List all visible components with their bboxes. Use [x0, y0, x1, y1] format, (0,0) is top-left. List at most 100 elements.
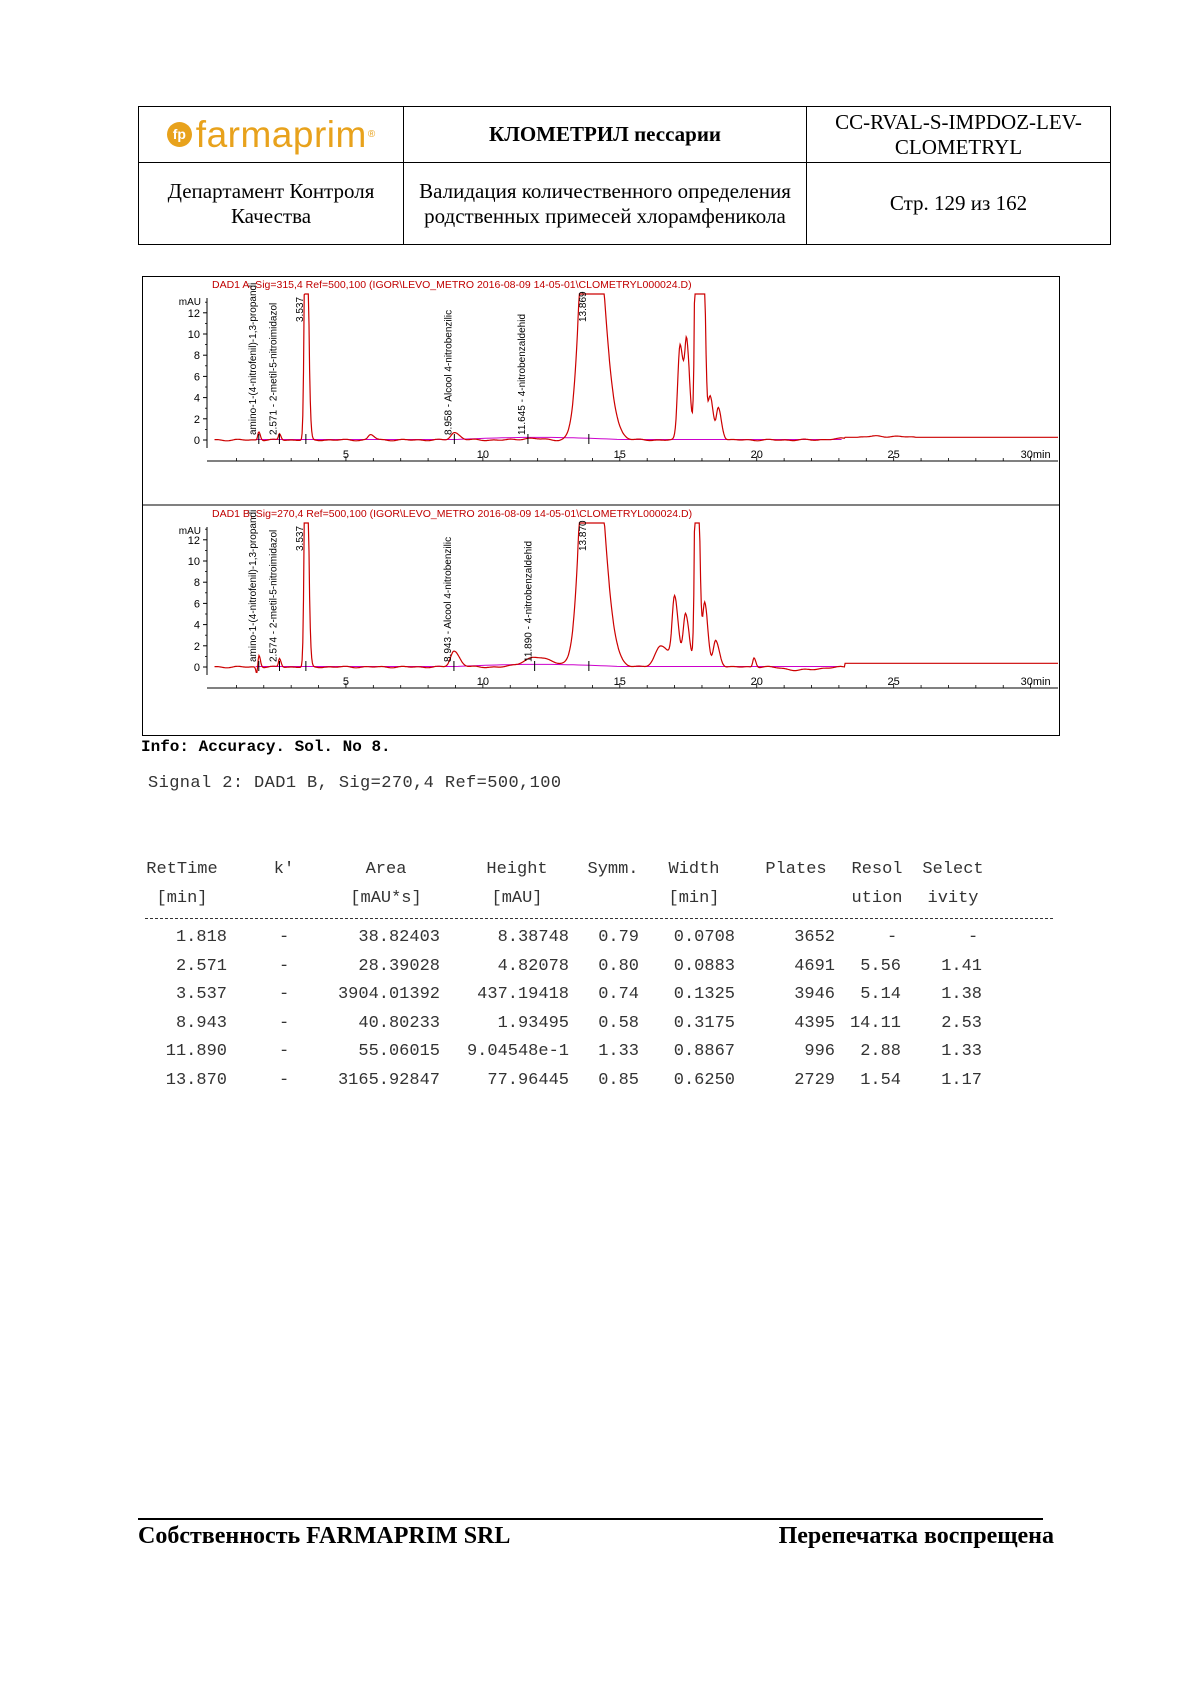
y-tick-label: 2: [194, 641, 200, 653]
logo-text: farmaprim: [195, 114, 367, 155]
logo-mark-icon: fp: [166, 122, 192, 147]
table-cell: 0.3175: [673, 1013, 735, 1033]
table-cell: 14.11: [849, 1013, 901, 1033]
table-cell: 1.17: [941, 1070, 982, 1090]
info-line: Info: Accuracy. Sol. No 8.: [141, 738, 391, 756]
table-cell: 13.870: [165, 1070, 227, 1090]
x-axis-unit-label: min: [1033, 676, 1051, 688]
y-axis-unit-label: mAU: [179, 297, 201, 308]
report-body: 1.818-38.82403 8.38748 0.79 0.0708 3652- -2.5…: [145, 928, 1065, 1099]
table-cell: 1.54: [860, 1070, 901, 1090]
table-cell: -: [279, 956, 290, 976]
table-cell: 5.14: [860, 985, 901, 1004]
report-header-cell: Width: [668, 860, 720, 879]
table-cell: 0.0883: [673, 956, 735, 976]
table-cell: -: [279, 1013, 290, 1033]
report-header-cell: Resol: [851, 860, 903, 879]
peak-label: 11.890 - 4-nitrobenzaldehid: [524, 541, 535, 662]
table-cell: 0.0708: [673, 928, 735, 947]
peak-label: 3.537: [295, 526, 306, 551]
x-tick-label: 15: [614, 449, 626, 461]
chromatogram-panel-b: DAD1 B, Sig=270,4 Ref=500,100 (IGOR\LEVO…: [179, 508, 1058, 689]
table-row: 1.818 - 38.82403 8.38748 0.79 0.0708 3652 - -: [145, 928, 1065, 957]
table-cell: 3946: [794, 985, 835, 1004]
table-cell: -: [279, 1070, 290, 1090]
report-header-cell: Area: [365, 860, 407, 879]
peak-label: 3.537: [295, 297, 306, 322]
table-row: 13.870 - 3165.92847 77.96445 0.85 0.6250 2729 1…: [145, 1071, 1065, 1100]
table-cell: 0.6250: [673, 1070, 735, 1090]
chromatogram-trace: [214, 293, 1058, 442]
farmaprim-logo: fp farmaprim ®: [143, 114, 399, 155]
table-cell: -: [887, 928, 898, 947]
table-cell: 8.38748: [497, 928, 569, 947]
table-cell: 2729: [794, 1070, 835, 1090]
y-tick-label: 12: [188, 535, 200, 547]
peak-label: 11.645 - 4-nitrobenzaldehid: [517, 314, 528, 435]
table-cell: 1.33: [941, 1042, 982, 1061]
page-number: Стр. 129 из 162: [806, 162, 1111, 245]
report-header-cell: k': [273, 860, 295, 879]
table-cell: 2.53: [941, 1013, 982, 1033]
y-tick-label: 8: [194, 577, 200, 589]
footer-rule: [138, 1518, 1043, 1520]
peak-label: 13.869: [578, 291, 589, 322]
y-tick-label: 4: [194, 393, 200, 405]
table-cell: 996: [804, 1042, 835, 1061]
y-tick-label: 6: [194, 371, 200, 383]
y-tick-label: 6: [194, 598, 200, 610]
report-header-cell: RetTime: [146, 860, 218, 879]
x-tick-label: 15: [614, 676, 626, 688]
y-tick-label: 8: [194, 350, 200, 362]
y-tick-label: 10: [188, 329, 200, 341]
table-row: 8.943 - 40.80233 1.93495 0.58 0.3175 4395 14.11…: [145, 1014, 1065, 1043]
table-cell: 5.56: [860, 956, 901, 976]
table-cell: 1.41: [941, 956, 982, 976]
document-header-table: fp farmaprim ® КЛОМЕТРИЛ пессарии CC-RVA…: [138, 106, 1111, 245]
y-tick-label: 0: [194, 435, 200, 447]
report-header-cell: Plates: [765, 860, 827, 879]
table-cell: 9.04548e-1: [466, 1042, 569, 1061]
table-cell: 4691: [794, 956, 835, 976]
x-tick-label: 5: [343, 449, 349, 461]
y-tick-label: 12: [188, 308, 200, 320]
registered-mark: ®: [367, 129, 376, 140]
table-cell: 55.06015: [358, 1042, 440, 1061]
table-cell: 3652: [794, 928, 835, 947]
x-tick-label: 20: [751, 676, 763, 688]
table-row: 2.571 - 28.39028 4.82078 0.80 0.0883 4691 5.56 1…: [145, 957, 1065, 986]
table-cell: 0.8867: [673, 1042, 735, 1061]
x-tick-label: 5: [343, 676, 349, 688]
logo-cell: fp farmaprim ®: [138, 106, 404, 163]
peak-label: 8.958 - Alcool 4-nitrobenzilic: [443, 310, 454, 435]
report-separator: [145, 918, 1053, 919]
table-cell: 3904.01392: [337, 985, 440, 1004]
report-header-row-1: RetTime k' Area Height Symm. Width Plates Resol…: [145, 860, 1065, 889]
table-cell: 0.79: [598, 928, 639, 947]
peak-label: 8.943 - Alcool 4-nitrobenzilic: [443, 537, 454, 662]
chromatogram-figure: DAD1 A, Sig=315,4 Ref=500,100 (IGOR\LEVO…: [142, 276, 1060, 736]
integration-report-table: RetTime k' Area Height Symm. Width Plates Resol…: [145, 860, 1065, 1090]
footer-ownership: Собственность FARMAPRIM SRL: [138, 1523, 511, 1549]
product-title: КЛОМЕТРИЛ пессарии: [403, 106, 807, 163]
table-cell: 4395: [794, 1013, 835, 1033]
document-subject: Валидация количественного определения ро…: [403, 162, 807, 245]
x-tick-label: 20: [751, 449, 763, 461]
table-cell: 0.1325: [673, 985, 735, 1004]
report-header-cell: Select: [922, 860, 984, 879]
peak-label: amino-1-(4-nitrofenil)-1,3-propandi: [248, 510, 259, 662]
document-code: CC-RVAL-S-IMPDOZ-LEV-CLOMETRYL: [806, 106, 1111, 163]
y-tick-label: 2: [194, 414, 200, 426]
table-cell: -: [968, 928, 979, 947]
department-name: Департамент Контроля Качества: [138, 162, 404, 245]
report-header-cell: Symm.: [587, 860, 639, 879]
table-cell: 77.96445: [487, 1070, 569, 1090]
chart-title: DAD1 A, Sig=315,4 Ref=500,100 (IGOR\LEVO…: [212, 279, 692, 291]
chart-title: DAD1 B, Sig=270,4 Ref=500,100 (IGOR\LEVO…: [212, 508, 692, 520]
report-header-cell: [min]: [156, 888, 208, 908]
y-tick-label: 0: [194, 662, 200, 674]
report-header-cell: Height: [486, 860, 548, 879]
table-cell: 437.19418: [477, 985, 569, 1004]
x-tick-label: 30min: [1021, 676, 1051, 688]
table-cell: 0.85: [598, 1070, 639, 1090]
